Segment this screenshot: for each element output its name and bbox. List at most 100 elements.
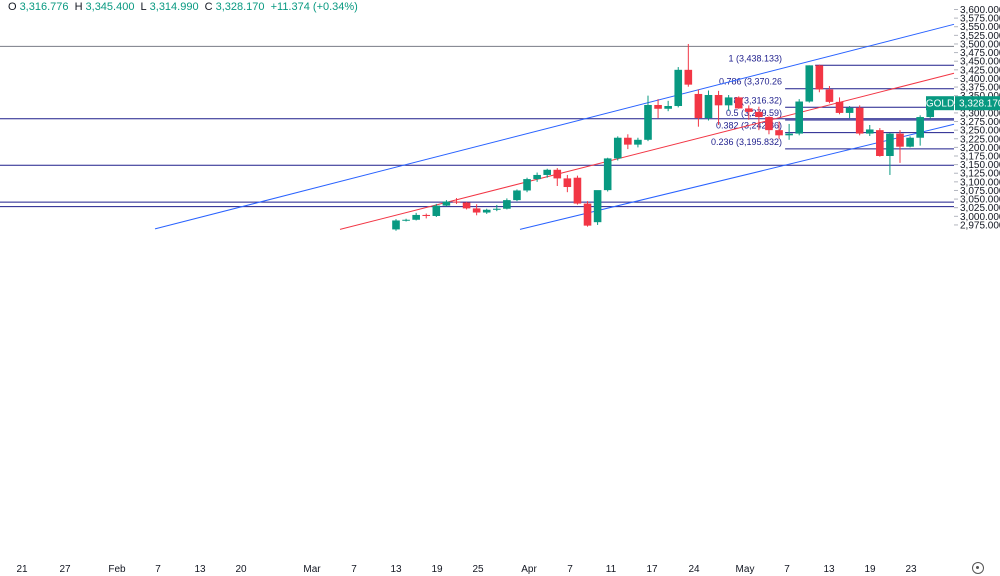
candle-body[interactable] <box>583 203 592 226</box>
channel-line[interactable] <box>339 72 955 230</box>
y-tick-label: 3,425.000 <box>960 65 1000 76</box>
x-tick-label: 17 <box>646 564 658 575</box>
candle-body[interactable] <box>553 169 562 179</box>
candle-body[interactable] <box>845 107 854 113</box>
candle-body[interactable] <box>402 219 410 221</box>
candle-body[interactable] <box>422 214 431 216</box>
candle-body[interactable] <box>603 158 612 191</box>
candle-body[interactable] <box>785 133 793 136</box>
low-value: 3,314.990 <box>149 1 199 13</box>
candle-body[interactable] <box>482 209 491 213</box>
candle-body[interactable] <box>805 65 814 102</box>
x-tick-label: Feb <box>108 564 126 575</box>
x-tick-label: May <box>736 564 755 575</box>
candle-body[interactable] <box>916 117 924 138</box>
candle-body[interactable] <box>835 101 844 113</box>
candle-body[interactable] <box>886 133 894 156</box>
candle-body[interactable] <box>503 200 511 209</box>
candle-body[interactable] <box>634 139 642 145</box>
y-tick-label: 3,600.000 <box>960 5 1000 16</box>
x-tick-label: 7 <box>351 564 357 575</box>
candle-body[interactable] <box>412 214 420 220</box>
candle-body[interactable] <box>734 97 743 109</box>
y-tick-label: 3,525.000 <box>960 31 1000 42</box>
x-tick-label: Apr <box>521 564 537 575</box>
y-tick-label: 3,250.000 <box>960 126 1000 137</box>
y-tick-label: 3,500.000 <box>960 39 1000 50</box>
x-tick-label: 25 <box>472 564 484 575</box>
candle-body[interactable] <box>724 97 733 106</box>
x-tick-label: 7 <box>567 564 573 575</box>
y-tick-label: 3,475.000 <box>960 48 1000 59</box>
fib-level-label: 0.236 (3,195.832) <box>711 137 782 147</box>
candle-body[interactable] <box>533 174 541 180</box>
x-tick-label: 19 <box>431 564 443 575</box>
low-label: L <box>140 1 147 13</box>
candle-body[interactable] <box>926 107 935 118</box>
y-tick-label: 3,075.000 <box>960 186 1000 197</box>
candle-body[interactable] <box>543 169 551 175</box>
y-tick-label: 3,175.000 <box>960 151 1000 162</box>
candle-body[interactable] <box>432 205 441 216</box>
candle-body[interactable] <box>593 190 602 223</box>
candle-body[interactable] <box>865 129 874 134</box>
close-value: 3,328.170 <box>215 1 265 13</box>
y-tick-label: 3,125.000 <box>960 169 1000 180</box>
candle-body[interactable] <box>755 111 763 118</box>
candle-body[interactable] <box>775 130 783 136</box>
candle-body[interactable] <box>563 178 572 188</box>
y-tick-label: 3,025.000 <box>960 203 1000 214</box>
y-tick-label: 3,550.000 <box>960 22 1000 33</box>
settings-icon[interactable] <box>972 562 984 574</box>
symbol-tag <box>926 96 954 111</box>
x-tick-label: 11 <box>606 564 617 575</box>
fib-level-label: 8 (3,316.32) <box>733 95 782 105</box>
symbol-tag-label: GOLD <box>926 99 954 110</box>
price-tag-label: 3,328.170 <box>959 99 1000 110</box>
candle-body[interactable] <box>462 202 471 209</box>
x-tick-label: 13 <box>390 564 402 575</box>
y-tick-label: 3,450.000 <box>960 57 1000 68</box>
candle-body[interactable] <box>624 137 632 145</box>
candle-body[interactable] <box>876 130 884 156</box>
price-tag <box>955 96 1000 111</box>
open-value: 3,316.776 <box>19 1 69 13</box>
x-tick-label: 24 <box>688 564 700 575</box>
candle-body[interactable] <box>654 104 662 109</box>
candle-body[interactable] <box>523 179 531 191</box>
y-tick-label: 3,000.000 <box>960 212 1000 223</box>
candle-body[interactable] <box>644 104 652 140</box>
candle-body[interactable] <box>694 93 703 119</box>
candle-body[interactable] <box>684 69 693 85</box>
channel-line[interactable] <box>154 23 955 230</box>
candle-body[interactable] <box>392 220 400 230</box>
candle-body[interactable] <box>855 107 864 134</box>
candle-body[interactable] <box>795 101 803 134</box>
x-tick-label: 23 <box>905 564 917 575</box>
ohlc-legend: O 3,316.776 H 3,345.400 L 3,314.990 C 3,328.… <box>8 0 361 14</box>
candle-body[interactable] <box>442 201 451 206</box>
y-tick-label: 3,275.000 <box>960 117 1000 128</box>
candle-body[interactable] <box>674 69 683 107</box>
candle-body[interactable] <box>765 117 773 131</box>
fib-level-label: 0.786 (3,370.26 <box>719 77 782 87</box>
candle-body[interactable] <box>745 108 753 112</box>
open-label: O <box>8 1 17 13</box>
y-tick-label: 3,300.000 <box>960 108 1000 119</box>
x-tick-label: 19 <box>864 564 876 575</box>
candle-body[interactable] <box>493 208 501 210</box>
candle-body[interactable] <box>906 137 914 147</box>
candle-body[interactable] <box>513 190 521 201</box>
candle-body[interactable] <box>896 133 904 147</box>
candle-body[interactable] <box>825 89 834 102</box>
candle-body[interactable] <box>815 65 824 90</box>
x-tick-label: 20 <box>235 564 247 575</box>
candle-body[interactable] <box>704 94 713 119</box>
candle-body[interactable] <box>452 201 461 203</box>
candle-body[interactable] <box>714 94 723 106</box>
candle-body[interactable] <box>472 208 481 213</box>
candle-body[interactable] <box>613 137 622 159</box>
candle-body[interactable] <box>573 177 582 204</box>
candle-body[interactable] <box>664 106 672 109</box>
